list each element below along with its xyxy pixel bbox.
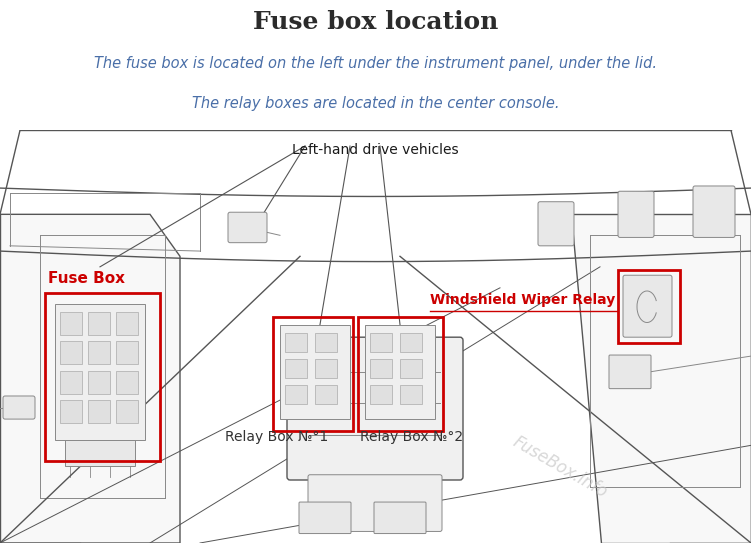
Bar — [370, 386, 392, 405]
FancyBboxPatch shape — [374, 502, 426, 534]
Bar — [116, 342, 138, 364]
Text: The relay boxes are located in the center console.: The relay boxes are located in the cente… — [192, 96, 559, 111]
FancyBboxPatch shape — [618, 191, 654, 237]
Bar — [400, 359, 422, 378]
FancyBboxPatch shape — [693, 186, 735, 237]
Text: Fuse box location: Fuse box location — [253, 10, 498, 34]
Bar — [116, 400, 138, 424]
Text: Relay Box №°1: Relay Box №°1 — [225, 430, 328, 444]
FancyBboxPatch shape — [609, 355, 651, 389]
FancyBboxPatch shape — [623, 275, 672, 337]
Bar — [370, 333, 392, 352]
FancyBboxPatch shape — [287, 337, 463, 480]
Bar — [60, 312, 82, 335]
Bar — [315, 333, 337, 352]
FancyBboxPatch shape — [365, 325, 435, 419]
Text: Fuse Box: Fuse Box — [48, 271, 125, 286]
FancyBboxPatch shape — [3, 396, 35, 419]
Bar — [60, 371, 82, 394]
Text: Windshield Wiper Relay: Windshield Wiper Relay — [430, 293, 615, 307]
Bar — [400, 386, 422, 405]
Bar — [88, 312, 110, 335]
Bar — [88, 342, 110, 364]
Bar — [116, 312, 138, 335]
Bar — [400, 333, 422, 352]
Polygon shape — [571, 214, 751, 543]
Bar — [285, 386, 307, 405]
FancyBboxPatch shape — [308, 475, 442, 532]
Bar — [273, 317, 353, 431]
Bar — [315, 359, 337, 378]
Text: The fuse box is located on the left under the instrument panel, under the lid.: The fuse box is located on the left unde… — [94, 56, 657, 72]
Polygon shape — [0, 214, 180, 543]
FancyBboxPatch shape — [228, 212, 267, 243]
Bar — [88, 400, 110, 424]
Bar — [45, 293, 160, 461]
FancyBboxPatch shape — [55, 304, 145, 440]
Text: Left-hand drive vehicles: Left-hand drive vehicles — [291, 143, 458, 157]
Bar — [315, 386, 337, 405]
Bar — [285, 333, 307, 352]
Bar — [618, 270, 680, 344]
FancyBboxPatch shape — [280, 325, 350, 419]
Bar — [116, 371, 138, 394]
Text: FuseBox.info: FuseBox.info — [510, 433, 611, 502]
Bar — [358, 317, 443, 431]
FancyBboxPatch shape — [65, 440, 135, 466]
Bar — [370, 359, 392, 378]
Bar — [60, 400, 82, 424]
FancyBboxPatch shape — [538, 202, 574, 246]
Bar — [285, 359, 307, 378]
Bar — [88, 371, 110, 394]
Text: Relay Box №°2: Relay Box №°2 — [360, 430, 463, 444]
FancyBboxPatch shape — [299, 502, 351, 534]
Bar — [60, 342, 82, 364]
